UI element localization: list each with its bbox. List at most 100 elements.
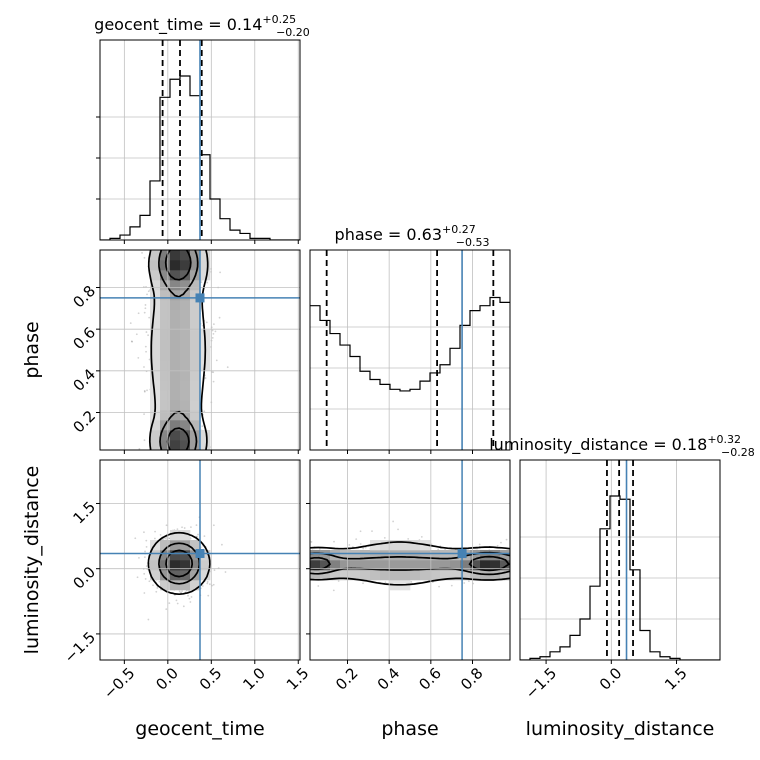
- density-cell: [440, 560, 451, 571]
- density-cell: [380, 560, 391, 571]
- density-cell: [180, 290, 191, 301]
- density-cell: [430, 570, 441, 581]
- truth-marker: [195, 293, 205, 303]
- title-luminosity-distance: luminosity_distance = 0.18+0.32 −0.28: [489, 433, 755, 459]
- density-cell: [410, 570, 421, 581]
- x-axis-label-geocent-time: geocent_time: [135, 718, 264, 740]
- density-cell: [190, 360, 201, 371]
- density-cell: [190, 560, 201, 571]
- density-cell: [170, 530, 181, 541]
- density-cell: [160, 350, 171, 361]
- title-geocent-time: geocent_time = 0.14+0.25 −0.20: [94, 13, 310, 39]
- x-tick-label: 1.0: [239, 664, 269, 694]
- histogram-bin: [650, 652, 660, 660]
- density-cell: [170, 350, 181, 361]
- density-cell: [160, 340, 171, 351]
- contour-level: [158, 542, 201, 585]
- density-cell: [150, 250, 161, 261]
- density-cell: [450, 550, 461, 561]
- density-cell: [150, 370, 161, 381]
- x-tick-label: 1.5: [283, 664, 313, 694]
- density-cell: [160, 550, 171, 561]
- density-cell: [150, 270, 161, 281]
- histogram-bin: [380, 384, 390, 450]
- density-cell: [150, 440, 161, 450]
- x-tick-label: 0.8: [457, 664, 487, 694]
- density-cell: [180, 270, 191, 281]
- density-luminosity-distance-vs-phase: [306, 459, 511, 664]
- y-axis-label-phase: phase: [21, 321, 43, 378]
- density-cell: [190, 390, 201, 401]
- histogram-bin: [500, 302, 510, 450]
- histogram-bin: [430, 373, 440, 450]
- density-cell: [500, 570, 510, 581]
- density-cell: [320, 570, 331, 581]
- density-cell: [360, 570, 371, 581]
- histogram-bin: [230, 230, 240, 240]
- density-cell: [170, 280, 181, 291]
- density-cell: [310, 560, 321, 571]
- histogram-bin: [360, 371, 370, 450]
- density-cell: [390, 540, 401, 551]
- density-cell: [180, 370, 191, 381]
- density-cell: [150, 330, 161, 341]
- density-cell: [170, 260, 181, 271]
- density-cell: [380, 570, 391, 581]
- axes-frame: [99, 459, 301, 661]
- density-cell: [200, 250, 211, 261]
- truth-marker: [195, 548, 205, 558]
- histogram-bin: [220, 219, 230, 240]
- density-cell: [150, 340, 161, 351]
- histogram-bin: [170, 79, 180, 240]
- density-cell: [400, 560, 411, 571]
- density-cell: [170, 270, 181, 281]
- density-cell: [180, 350, 191, 361]
- density-cell: [330, 560, 341, 571]
- y-axis-label-luminosity-distance: luminosity_distance: [21, 466, 43, 655]
- density-cell: [160, 370, 171, 381]
- density-cell: [180, 530, 191, 541]
- density-cell: [200, 440, 211, 450]
- histogram-bin: [160, 97, 170, 240]
- density-cell: [170, 560, 181, 571]
- contour-lines: [147, 531, 211, 596]
- density-cell: [190, 550, 201, 561]
- density-cell: [330, 550, 341, 561]
- histogram-bin: [340, 345, 350, 450]
- density-cell: [150, 280, 161, 291]
- density-cell: [350, 560, 361, 571]
- y-tick-label: 0.6: [69, 324, 99, 354]
- axes-frame: [309, 459, 511, 661]
- x-tick-label: 0.2: [332, 664, 362, 694]
- density-cell: [190, 350, 201, 361]
- density-cell: [150, 420, 161, 431]
- contour-level: [310, 541, 510, 586]
- density-cell: [150, 320, 161, 331]
- density-cell: [170, 580, 181, 591]
- density-cell: [440, 550, 451, 561]
- y-tick-label: 0.8: [69, 282, 99, 312]
- density-cell: [360, 550, 371, 561]
- histogram-bin: [130, 227, 140, 240]
- density-cell: [440, 570, 451, 581]
- density-luminosity-distance-vs-geocent-time: [96, 459, 301, 664]
- x-tick-label: 0.0: [596, 664, 626, 694]
- density-cell: [170, 370, 181, 381]
- density-cell: [170, 400, 181, 411]
- density-cell: [190, 420, 201, 431]
- histogram-bin: [440, 365, 450, 450]
- density-cell: [370, 550, 381, 561]
- axes-frame: [309, 249, 511, 451]
- y-tick-label: 0.2: [69, 407, 99, 437]
- density-cell: [190, 290, 201, 301]
- density-cell: [480, 560, 491, 571]
- density-cell: [460, 570, 471, 581]
- density-cell: [180, 420, 191, 431]
- density-cell: [190, 250, 201, 261]
- density-cell: [160, 400, 171, 411]
- density-cell: [160, 410, 171, 421]
- histogram-step: [310, 296, 510, 392]
- histogram-bin: [330, 334, 340, 450]
- density-cell: [150, 290, 161, 301]
